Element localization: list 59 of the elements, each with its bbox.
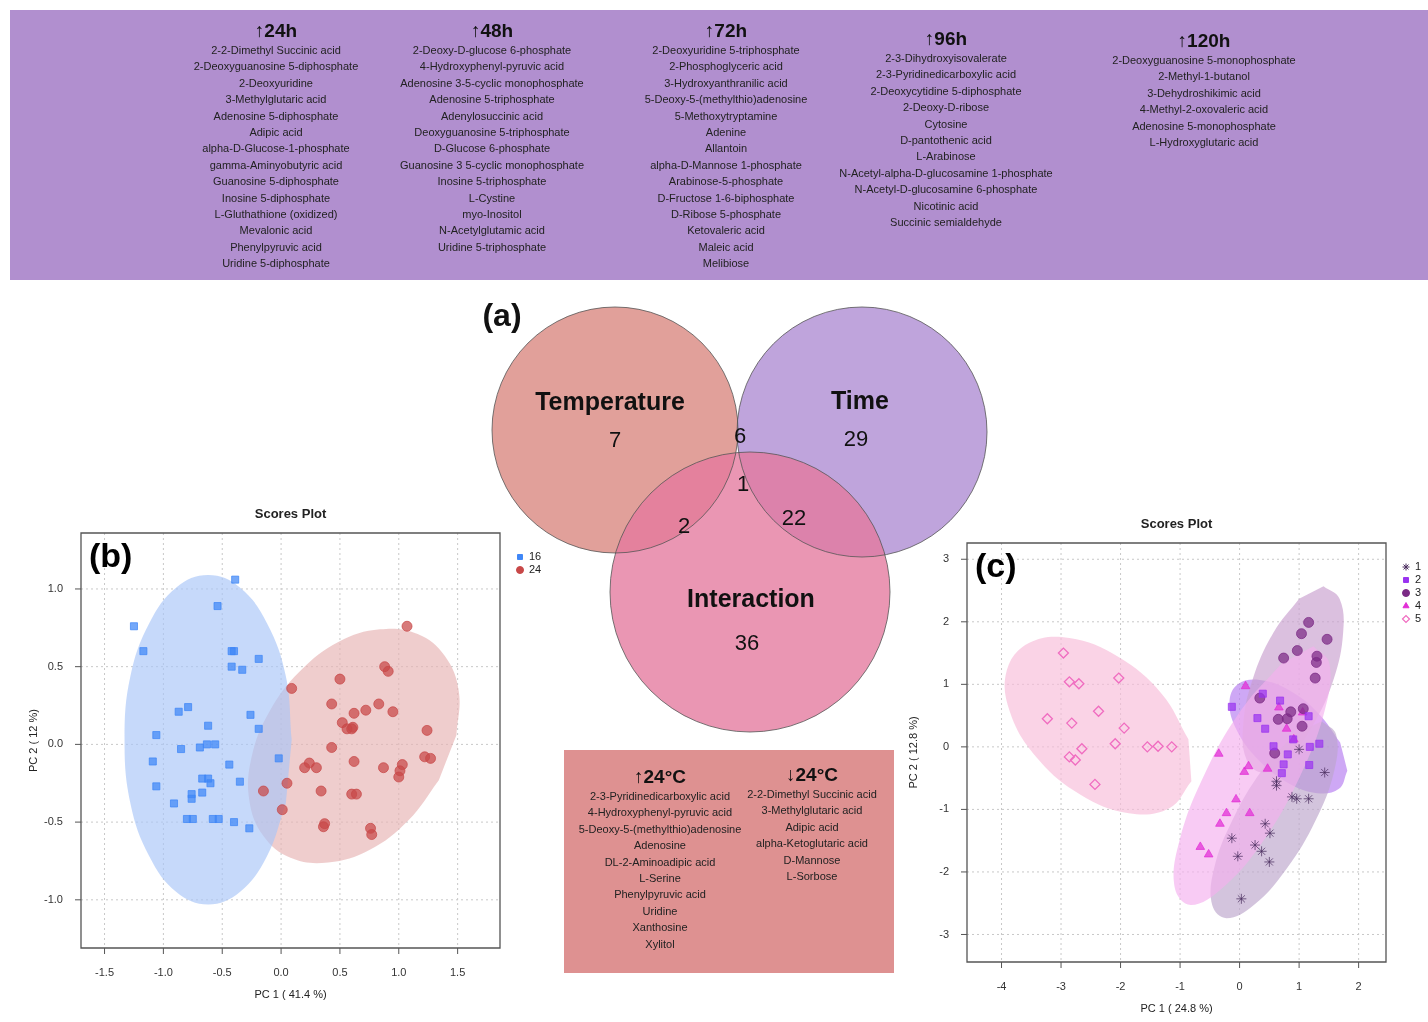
text: 1 [736,470,750,496]
x-axis-title: PC 1 ( 41.4 %) [254,988,327,1001]
x-tick-label: -4 [996,979,1007,992]
text: ↑96h 2-3-Dihydroxyisovalerate 2-3-Pyridinedicarboxylic acid 2-Deoxycytidine 5-diphosphate 2-Deoxy-D-ribose Cytosine D-pantothenic acid L-Arabinose N-Acetyl-alpha-D-glucosamine 1-phosphate N-Acetyl-D-glucosamine 6-phosphate Nicotinic acid Succinic semialdehyde [839,28,1053,229]
y-tick-label: -1 [939,802,949,815]
x-tick-label: 0.0 [273,965,289,978]
y-tick-label: 3 [942,552,949,565]
y-tick-label: -3 [939,927,949,940]
legend-label: 5 [1415,612,1422,625]
text: ↓24°C 2-2-Dimethyl Succinic acid 3-Methylglutaric acid Adipic acid alpha-Ketoglutaric acid D-Mannose L-Sorbose [747,764,877,885]
text: 22 [781,504,807,530]
x-tick-label: 1.5 [449,965,466,978]
y-tick-label: -1.0 [44,892,63,905]
y-tick-label: 1.0 [47,581,63,594]
y-tick-label: 0.5 [47,659,63,672]
y-tick-label: -2 [939,864,949,877]
legend-label: 4 [1415,599,1422,612]
legend-label: 3 [1415,586,1422,599]
x-tick-label: 0 [1236,979,1243,992]
chart-title: Scores Plot [254,505,327,521]
x-tick-label: 1.0 [391,965,407,978]
x-tick-label: -3 [1056,979,1066,992]
text: (a) [482,297,522,334]
y-tick-label: 1 [942,677,949,690]
text: ↑120h 2-Deoxyguanosine 5-monophosphate 2-Methyl-1-butanol 3-Dehydroshikimic acid 4-Methyl-2-oxovaleric acid Adenosine 5-monophosphate L-Hydroxyglutaric acid [1112,30,1296,151]
y-tick-label: -0.5 [44,815,63,828]
text: ↑48h 2-Deoxy-D-glucose 6-phosphate 4-Hydroxyphenyl-pyruvic acid Adenosine 3-5-cyclic monophosphate Adenosine 5-triphosphate Adenylosuccinic acid Deoxyguanosine 5-triphosphate D-Glucose 6-phosphate Guanosine 3 5-cyclic monophosphate Inosine 5-triphosphate L-Cystine myo-Inositol N-Acetylglutamic acid Uridine 5-triphosphate [399,20,585,253]
legend-label: 2 [1415,573,1422,586]
x-tick-label: 1 [1296,979,1303,992]
text: 2 [677,512,691,538]
chart-title: Scores Plot [1140,515,1213,531]
y-axis-title: PC 2 ( 12 %) [27,709,40,772]
text: 7 [608,426,622,452]
y-tick-label: 2 [942,614,949,627]
x-axis-title: PC 1 ( 24.8 %) [1140,1002,1213,1015]
text: ↑72h 2-Deoxyuridine 5-triphosphate 2-Phosphoglyceric acid 3-Hydroxyanthranilic acid 5-Deoxy-5-(methylthio)adenosine 5-Methoxytryptamine Adenine Allantoin alpha-D-Mannose 1-phosphate Arabinose-5-phosphate D-Fructose 1-6-biphosphate D-Ribose 5-phosphate Ketovaleric acid Maleic acid Melibiose [644,20,808,270]
y-tick-label: 0 [942,739,949,752]
category-label: Interaction [687,583,815,612]
x-tick-label: 2 [1355,979,1362,992]
text: 29 [843,425,869,451]
text: 36 [734,629,760,655]
category-label: Time [831,385,890,414]
legend-label: 24 [529,563,542,576]
x-tick-label: -1 [1175,979,1185,992]
x-tick-label: -2 [1115,979,1126,992]
legend-label: 16 [529,550,542,563]
text: 6 [733,422,747,448]
y-tick-label: 0.0 [47,737,63,750]
y-axis-title: PC 2 ( 12.8 %) [907,716,920,789]
legend-label: 1 [1415,560,1422,573]
category-label: Temperature [535,386,685,415]
text: ↑24h 2-2-Dimethyl Succinic acid 2-Deoxyguanosine 5-diphosphate 2-Deoxyuridine 3-Methylglutaric acid Adenosine 5-diphosphate Adipic acid alpha-D-Glucose-1-phosphate gamma-Aminyobutyric acid Guanosine 5-diphosphate Inosine 5-diphosphate L-Gluthathione (oxidized) Mevalonic acid Phenylpyruvic acid Uridine 5-diphosphate [193,20,359,270]
annotation: (b) [89,536,133,575]
text: ↑24°C 2-3-Pyridinedicarboxylic acid 4-Hydroxyphenyl-pyruvic acid 5-Deoxy-5-(methylthio)adenosine Adenosine DL-2-Aminoadipic acid L-Serine Phenylpyruvic acid Uridine Xanthosine Xylitol [578,766,742,950]
annotation: (c) [975,546,1017,585]
x-tick-label: -1.5 [95,965,115,978]
x-tick-label: -1.0 [153,965,173,978]
x-tick-label: -0.5 [212,965,232,978]
x-tick-label: 0.5 [332,965,348,978]
